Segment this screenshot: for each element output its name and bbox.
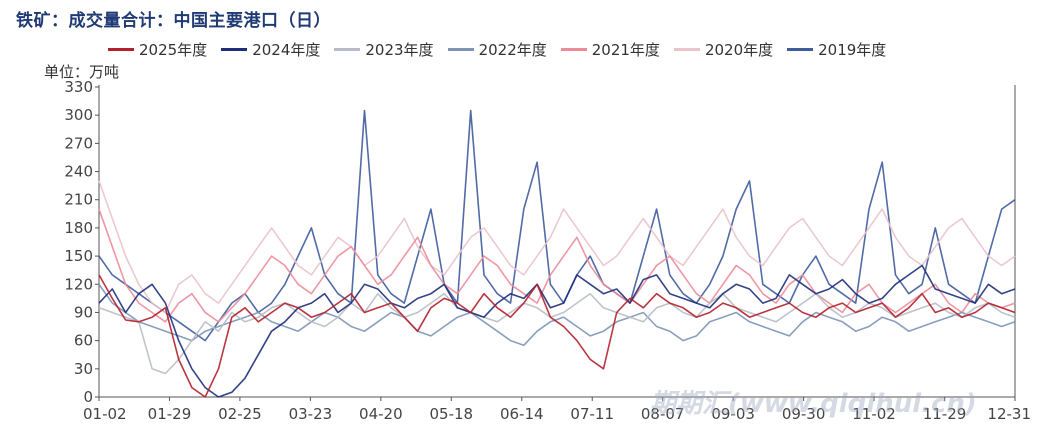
x-tick-label: 01-02 xyxy=(83,405,127,423)
legend-label: 2019年度 xyxy=(818,41,887,59)
x-tick-label: 08-07 xyxy=(641,405,685,423)
series-line-2025年度 xyxy=(98,274,1016,398)
y-tick-label: 120 xyxy=(64,275,93,293)
legend-item: 2023年度 xyxy=(334,39,434,60)
legend-item: 2020年度 xyxy=(673,39,774,60)
y-axis-unit-label: 单位：万吨 xyxy=(44,63,120,81)
series-line-2023年度 xyxy=(98,292,1016,375)
legend-item: 2019年度 xyxy=(787,39,886,60)
legend-item: 2024年度 xyxy=(221,39,320,60)
x-tick-label: 01-29 xyxy=(148,405,192,423)
legend-label: 2020年度 xyxy=(704,41,774,59)
chart-legend: 2025年度 2024年度 2023年度 2022年度 2021年度 2020年度 2019… xyxy=(108,39,886,60)
legend-swatch xyxy=(108,48,134,51)
x-tick-label: 12-31 xyxy=(987,405,1031,423)
legend-item: 2021年度 xyxy=(560,39,660,60)
y-tick-label: 90 xyxy=(74,303,93,321)
x-tick-label: 05-18 xyxy=(430,405,474,423)
legend-swatch xyxy=(560,48,587,51)
x-tick-label: 02-25 xyxy=(218,405,262,423)
legend-item: 2025年度 xyxy=(108,39,207,60)
y-tick-label: 150 xyxy=(64,247,93,265)
series-line-2020年度 xyxy=(98,180,1016,314)
y-tick-label: 300 xyxy=(64,106,93,124)
y-tick-label: 210 xyxy=(64,191,93,209)
legend-swatch xyxy=(673,48,700,51)
legend-label: 2024年度 xyxy=(252,41,321,59)
series-line-2019年度 xyxy=(98,109,1016,342)
legend-label: 2022年度 xyxy=(478,41,547,59)
legend-label: 2021年度 xyxy=(591,41,660,59)
legend-item: 2022年度 xyxy=(447,39,547,60)
series-line-2021年度 xyxy=(98,208,1016,323)
chart-title: 铁矿：成交量合计：中国主要港口（日） xyxy=(16,11,331,31)
legend-label: 2023年度 xyxy=(365,41,434,59)
y-tick-label: 60 xyxy=(74,332,93,350)
y-tick-label: 330 xyxy=(64,78,93,96)
x-tick-label: 04-20 xyxy=(359,405,403,423)
legend-swatch xyxy=(334,48,361,51)
legend-swatch xyxy=(447,48,474,51)
x-tick-label: 03-23 xyxy=(289,405,333,423)
legend-label: 2025年度 xyxy=(139,41,208,59)
x-tick-label: 09-30 xyxy=(782,405,826,423)
series-line-2024年度 xyxy=(98,264,1016,398)
x-tick-label: 11-29 xyxy=(923,405,967,423)
y-tick-label: 30 xyxy=(74,360,93,378)
x-tick-label: 11-02 xyxy=(852,405,896,423)
legend-swatch xyxy=(787,48,814,51)
legend-swatch xyxy=(221,48,248,51)
y-tick-label: 180 xyxy=(64,219,93,237)
y-tick-label: 0 xyxy=(83,388,93,406)
x-tick-label: 06-14 xyxy=(500,405,544,423)
y-tick-label: 240 xyxy=(64,163,93,181)
x-tick-label: 09-03 xyxy=(711,405,755,423)
x-tick-label: 07-11 xyxy=(570,405,614,423)
y-tick-label: 270 xyxy=(64,134,93,152)
